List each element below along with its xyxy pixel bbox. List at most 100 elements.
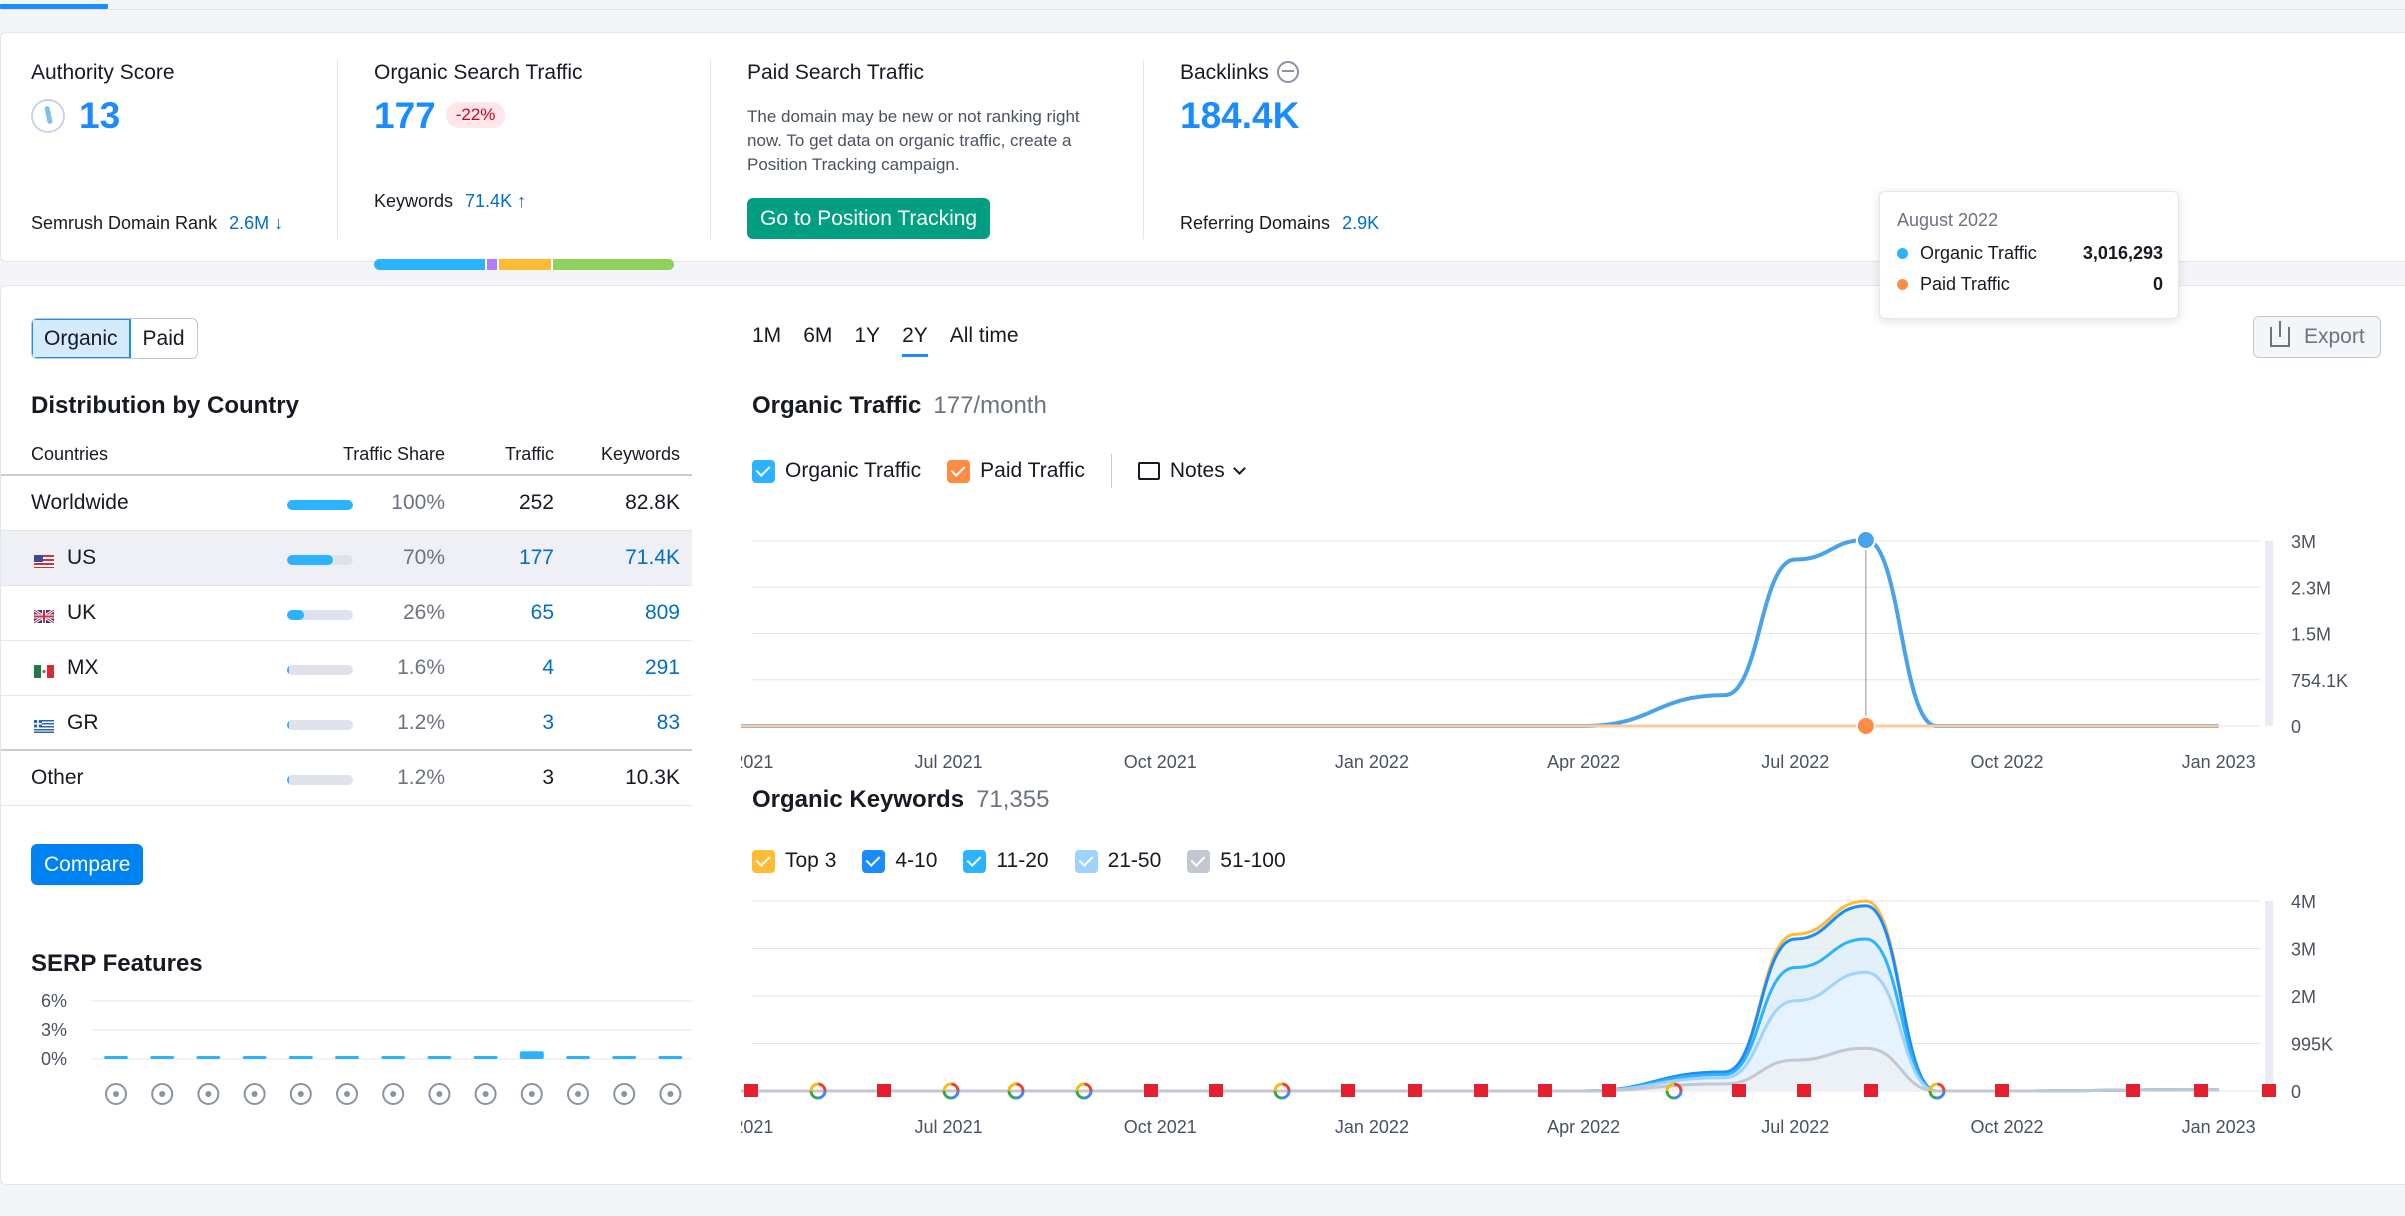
range-tab-1y[interactable]: 1Y: [854, 324, 881, 347]
google-update-icon[interactable]: [809, 1082, 827, 1100]
algorithm-update-flag-icon[interactable]: [2194, 1084, 2208, 1097]
keywords-area-51-100: [741, 1048, 2219, 1091]
compare-button[interactable]: Compare: [31, 844, 144, 885]
algorithm-update-flag-icon[interactable]: [1995, 1084, 2009, 1097]
range-tab-1m[interactable]: 1M: [752, 324, 782, 347]
algorithm-update-flag-icon[interactable]: [744, 1084, 758, 1097]
range-slider-handle[interactable]: [2265, 901, 2273, 1091]
image-icon[interactable]: [520, 1083, 543, 1105]
google-update-icon[interactable]: [1007, 1082, 1025, 1100]
serp-bar[interactable]: [473, 1056, 498, 1059]
traffic-value[interactable]: 3: [542, 711, 554, 734]
legend-21-50[interactable]: 21-50: [1074, 849, 1161, 873]
traffic-value[interactable]: 4: [542, 656, 554, 679]
google-update-icon[interactable]: [1665, 1082, 1683, 1100]
range-tab-2y[interactable]: 2Y: [902, 324, 928, 357]
google-update-icon[interactable]: [1075, 1082, 1093, 1100]
serp-bar[interactable]: [288, 1056, 313, 1059]
organic-keywords-chart[interactable]: 4M 3M 2M 995K 0 Apr 2021 Jul 2021 Oct 2021 Jan 2…: [741, 891, 2405, 1181]
paid-hover-point[interactable]: [1855, 716, 1876, 736]
table-row-other[interactable]: Other 1.2% 3 10.3K: [1, 751, 692, 806]
google-update-icon[interactable]: [942, 1082, 960, 1100]
serp-bar[interactable]: [427, 1056, 452, 1059]
crown-icon[interactable]: [474, 1083, 497, 1105]
keywords-value[interactable]: 71.4K: [625, 546, 680, 569]
algorithm-update-flag-icon[interactable]: [1408, 1084, 1422, 1097]
backlinks-value[interactable]: 184.4K: [1180, 95, 1300, 136]
keywords-value[interactable]: 291: [644, 656, 680, 679]
image-pack-icon[interactable]: [243, 1083, 266, 1105]
serp-bar[interactable]: [150, 1056, 175, 1059]
serp-bar[interactable]: [381, 1056, 406, 1059]
position-tracking-button[interactable]: Go to Position Tracking: [747, 198, 991, 239]
legend-4-10[interactable]: 4-10: [862, 849, 937, 873]
serp-bar[interactable]: [566, 1056, 590, 1059]
table-row-worldwide[interactable]: Worldwide 100% 252 82.8K: [1, 476, 692, 531]
traffic-value[interactable]: 65: [530, 601, 554, 624]
table-row-mx[interactable]: MX 1.6% 4 291: [1, 641, 692, 696]
serp-bar[interactable]: [519, 1051, 544, 1059]
star-icon[interactable]: [336, 1083, 358, 1105]
graduation-cap-icon[interactable]: [105, 1083, 127, 1105]
notes-dropdown[interactable]: Notes: [1137, 459, 1246, 483]
video-play-icon[interactable]: [382, 1083, 405, 1105]
location-pin-icon[interactable]: [151, 1083, 174, 1105]
organic-keywords-title: Organic Keywords 71,355: [752, 786, 1049, 814]
serp-bar[interactable]: [104, 1056, 128, 1059]
mx-flag-icon: [34, 665, 54, 678]
keyword-bar-segment: [551, 259, 674, 270]
uk-flag-icon: [34, 610, 54, 623]
serp-bar[interactable]: [335, 1056, 359, 1059]
algorithm-update-flag-icon[interactable]: [1209, 1084, 1223, 1097]
legend-organic-traffic[interactable]: Organic Traffic: [752, 459, 921, 483]
export-button[interactable]: Export: [2253, 316, 2381, 358]
globe-icon[interactable]: [1276, 61, 1299, 83]
organic-hover-point[interactable]: [1855, 529, 1876, 550]
legend-11-20[interactable]: 11-20: [963, 849, 1049, 873]
article-icon[interactable]: [197, 1083, 220, 1105]
help-circle-icon[interactable]: [659, 1083, 682, 1105]
table-row-gr[interactable]: GR 1.2% 3 83: [1, 696, 692, 751]
table-row-us[interactable]: US 70% 177 71.4K: [1, 531, 692, 586]
google-update-icon[interactable]: [1928, 1082, 1946, 1100]
algorithm-update-flag-icon[interactable]: [1144, 1084, 1158, 1097]
organic-traffic-number[interactable]: 177: [374, 95, 436, 136]
algorithm-update-flag-icon[interactable]: [1474, 1084, 1488, 1097]
dot-icon: [1897, 248, 1908, 259]
algorithm-update-flag-icon[interactable]: [1732, 1084, 1746, 1097]
traffic-value[interactable]: 177: [518, 546, 554, 569]
keywords-value[interactable]: 809: [644, 601, 680, 624]
algorithm-update-flag-icon[interactable]: [1341, 1084, 1355, 1097]
question-box-icon[interactable]: [613, 1083, 636, 1105]
serp-bar[interactable]: [196, 1056, 221, 1059]
algorithm-update-flag-icon[interactable]: [1797, 1084, 1811, 1097]
toggle-organic[interactable]: Organic: [32, 319, 131, 358]
authority-score-value[interactable]: 13: [79, 95, 121, 136]
algorithm-update-flag-icon[interactable]: [2262, 1084, 2276, 1097]
serp-bar[interactable]: [242, 1056, 267, 1059]
google-update-icon[interactable]: [1273, 1082, 1291, 1100]
legend-51-100[interactable]: 51-100: [1187, 849, 1286, 873]
algorithm-update-flag-icon[interactable]: [1864, 1084, 1878, 1097]
legend-paid-traffic[interactable]: Paid Traffic: [947, 459, 1085, 483]
range-tab-6m[interactable]: 6M: [803, 324, 833, 347]
algorithm-update-flag-icon[interactable]: [1538, 1084, 1552, 1097]
legend-top-3[interactable]: Top 3: [752, 849, 836, 873]
keywords-value[interactable]: 83: [656, 711, 680, 734]
algorithm-update-flag-icon[interactable]: [2126, 1084, 2140, 1097]
serp-bar[interactable]: [658, 1056, 683, 1059]
video-icon[interactable]: [428, 1083, 451, 1105]
serp-bar[interactable]: [612, 1056, 637, 1059]
table-row-uk[interactable]: UK 26% 65 809: [1, 586, 692, 641]
domain-rank-value[interactable]: 2.6M ↓: [229, 213, 284, 233]
link-icon[interactable]: [289, 1083, 312, 1105]
keywords-value[interactable]: 71.4K ↑: [465, 191, 527, 211]
algorithm-update-flag-icon[interactable]: [877, 1084, 891, 1097]
toggle-paid[interactable]: Paid: [142, 327, 185, 350]
play-circle-icon[interactable]: [567, 1083, 589, 1105]
organic-traffic-chart[interactable]: 3M 2.3M 1.5M 754.1K 0 Apr 2021 Jul 2021 Oct 202…: [741, 501, 2405, 771]
range-slider-handle[interactable]: [2265, 541, 2273, 726]
range-tab-all-time[interactable]: All time: [949, 324, 1019, 347]
referring-domains-value[interactable]: 2.9K: [1342, 213, 1380, 233]
algorithm-update-flag-icon[interactable]: [1602, 1084, 1616, 1097]
